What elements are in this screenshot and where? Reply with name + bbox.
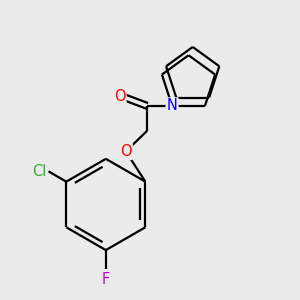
Text: N: N: [167, 98, 178, 113]
Text: O: O: [120, 144, 132, 159]
Text: Cl: Cl: [33, 164, 47, 179]
Text: F: F: [102, 272, 110, 286]
Text: O: O: [114, 89, 125, 104]
